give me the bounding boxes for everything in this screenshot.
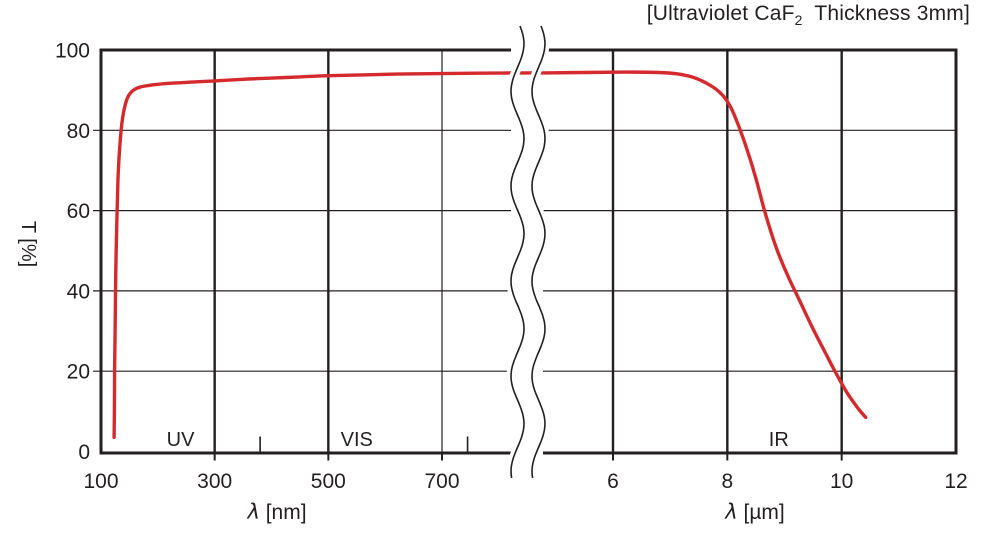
x-axis-label-nm: λ [nm] [197,500,357,525]
x-tick-label-um: 12 [944,470,967,493]
band-label-ir: IR [769,429,789,451]
y-tick-label: 60 [67,200,90,223]
y-tick-label: 20 [67,361,90,384]
x-axis-label-um: λ [µm] [675,500,835,525]
y-tick-label: 80 [67,120,90,143]
y-tick-label: 40 [67,280,90,303]
lambda-symbol: λ [725,500,738,524]
chart-title-subscript: 2 [794,12,803,29]
lambda-symbol: λ [247,500,260,524]
band-label-uv: UV [167,429,195,451]
chart-title-text: [Ultraviolet CaF [646,2,795,25]
x-axis-unit-label-nm: [nm] [265,501,307,524]
x-axis-unit-label-um: [µm] [743,501,785,524]
x-tick-label-um: 8 [721,470,733,493]
x-tick-label-nm: 100 [83,470,118,493]
y-tick-label: 0 [78,441,90,464]
x-tick-label-nm: 500 [311,470,346,493]
x-tick-label-nm: 700 [424,470,459,493]
chart-title-suffix: Thickness 3mm] [802,2,970,25]
x-tick-label-um: 10 [830,470,853,493]
axis-break-wave-icon [510,25,525,479]
y-tick-label: 100 [55,40,90,63]
axis-break-wave-icon [531,25,546,479]
transmittance-curve [112,70,868,440]
band-label-vis: VIS [341,429,373,451]
x-tick-label-um: 6 [607,470,619,493]
chart-title: [Ultraviolet CaF2 Thickness 3mm] [647,2,970,28]
x-tick-label-nm: 300 [197,470,232,493]
